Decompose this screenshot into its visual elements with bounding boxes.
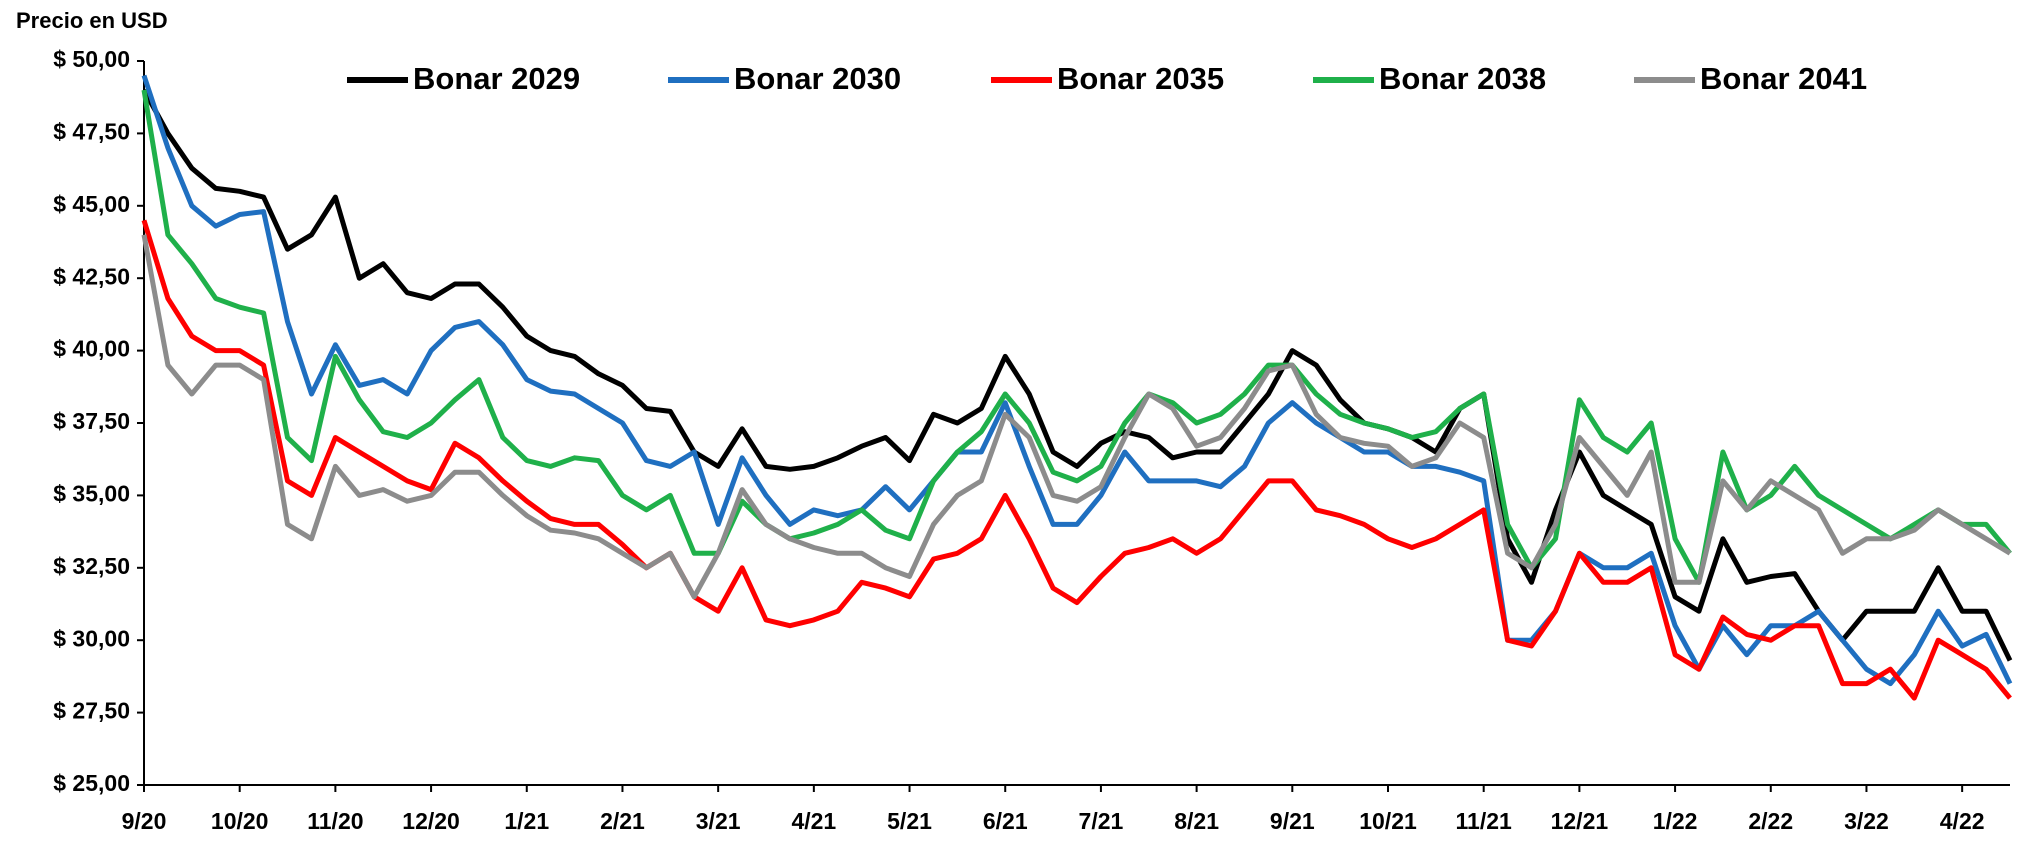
y-tick-label: $ 37,50: [53, 408, 130, 434]
x-tick-label: 9/21: [1270, 808, 1315, 834]
x-tick-label: 11/20: [307, 808, 363, 834]
x-tick-label: 11/21: [1456, 808, 1512, 834]
legend-label: Bonar 2038: [1379, 61, 1546, 96]
x-tick-label: 2/21: [600, 808, 645, 834]
series-line: [141, 74, 2013, 687]
y-tick-label: $ 42,50: [53, 263, 130, 289]
x-tick-label: 4/21: [791, 808, 836, 834]
x-tick-label: 7/21: [1079, 808, 1124, 834]
x-tick-label: 6/21: [983, 808, 1028, 834]
y-tick-label: $ 27,50: [53, 698, 130, 724]
x-tick-label: 2/22: [1748, 808, 1793, 834]
x-tick-label: 1/21: [504, 808, 549, 834]
y-tick-label: $ 25,00: [53, 770, 130, 796]
series-line: [141, 234, 2012, 600]
y-tick-label: $ 35,00: [53, 480, 130, 506]
legend-label: Bonar 2030: [734, 61, 901, 96]
legend-label: Bonar 2035: [1057, 61, 1224, 96]
x-tick-label: 12/21: [1551, 808, 1609, 834]
x-tick-label: 4/22: [1940, 808, 1985, 834]
series-line: [141, 219, 2012, 701]
chart-title: Precio en USD: [16, 8, 168, 33]
y-tick-label: $ 30,00: [53, 625, 130, 651]
x-tick-label: 3/22: [1844, 808, 1889, 834]
y-tick-label: $ 45,00: [53, 191, 130, 217]
legend-label: Bonar 2029: [413, 61, 580, 96]
x-tick-label: 8/21: [1174, 808, 1219, 834]
y-tick-label: $ 40,00: [53, 336, 130, 362]
x-tick-label: 5/21: [887, 808, 932, 834]
y-tick-label: $ 50,00: [53, 46, 130, 72]
x-tick-label: 1/22: [1653, 808, 1698, 834]
x-tick-label: 10/21: [1359, 808, 1417, 834]
y-tick-label: $ 32,50: [53, 553, 130, 579]
series-line: [141, 89, 2012, 585]
series-line: [141, 88, 2013, 662]
x-tick-label: 12/20: [402, 808, 460, 834]
x-tick-label: 10/20: [211, 808, 269, 834]
y-tick-label: $ 47,50: [53, 118, 130, 144]
x-tick-label: 9/20: [122, 808, 167, 834]
x-tick-label: 3/21: [696, 808, 741, 834]
legend-label: Bonar 2041: [1700, 61, 1867, 96]
